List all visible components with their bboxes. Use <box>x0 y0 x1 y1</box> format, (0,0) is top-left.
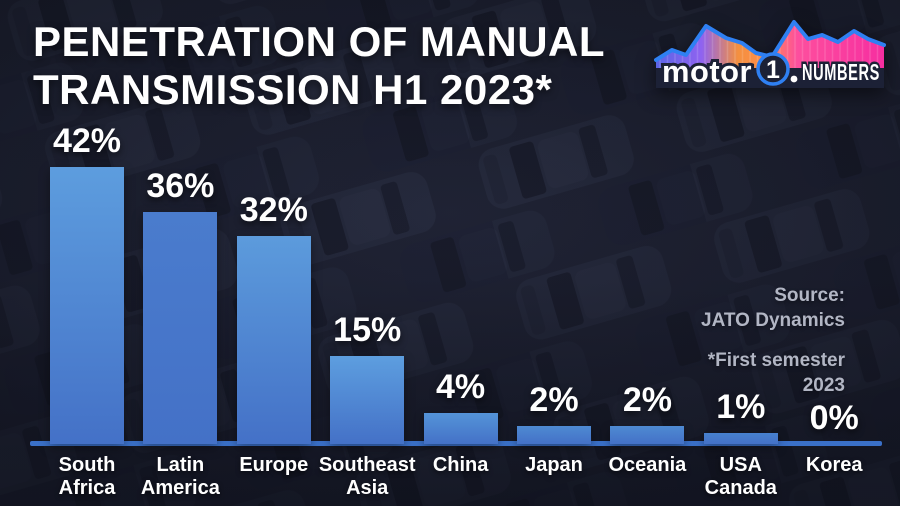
logo-numbers-text: NUMBERS <box>802 59 880 85</box>
bar-value-label: 0% <box>809 399 859 437</box>
bar <box>236 236 311 444</box>
logo-one-text: 1 <box>766 56 780 84</box>
footnote-line2: 2023 <box>802 375 845 396</box>
bar-value-label: 15% <box>333 311 402 349</box>
bar <box>50 167 124 444</box>
source-annotation: Source: JATO Dynamics *First semester 20… <box>701 283 845 398</box>
bar-value-label: 32% <box>239 191 308 229</box>
bar <box>610 426 685 444</box>
bar-category-label: Korea <box>805 454 863 476</box>
logo-dot <box>790 75 798 83</box>
bar-category-label: Southeast Asia <box>318 454 416 499</box>
source-name: JATO Dynamics <box>701 310 845 331</box>
bar-value-label: 1% <box>716 388 766 426</box>
bar-category-label: Latin America <box>140 454 220 499</box>
bar-category-label: USA Canada <box>704 454 777 499</box>
source-lines: Source: JATO Dynamics <box>701 283 845 333</box>
bar <box>517 426 591 444</box>
bar-category-label: Japan <box>525 454 583 476</box>
bar-category-label: South Africa <box>58 454 116 499</box>
bar <box>330 356 405 444</box>
chart-title: PENETRATION OF MANUAL TRANSMISSION H1 20… <box>33 18 605 114</box>
bar <box>703 433 778 444</box>
footnote: *First semester 2023 <box>701 348 845 398</box>
logo-brand-text: motor <box>662 54 752 89</box>
source-label: Source: <box>774 285 845 306</box>
bar-value-label: 4% <box>436 368 486 406</box>
bar-value-label: 2% <box>622 381 672 419</box>
footnote-line1: *First semester <box>707 350 845 371</box>
bar-value-label: 42% <box>52 122 122 160</box>
bar-category-label: China <box>432 454 489 476</box>
bar-category-label: Europe <box>239 454 309 476</box>
bar <box>143 212 218 444</box>
motor1-numbers-logo: motor 1 NUMBERS <box>654 20 886 92</box>
chart-title-line2: TRANSMISSION H1 2023* <box>33 66 553 113</box>
bar <box>423 413 498 444</box>
bar-value-label: 36% <box>146 167 215 205</box>
chart-title-line1: PENETRATION OF MANUAL <box>33 18 606 65</box>
bar-category-label: Oceania <box>608 454 687 476</box>
logo-one-circle <box>756 52 790 86</box>
bar-value-label: 2% <box>529 381 579 419</box>
